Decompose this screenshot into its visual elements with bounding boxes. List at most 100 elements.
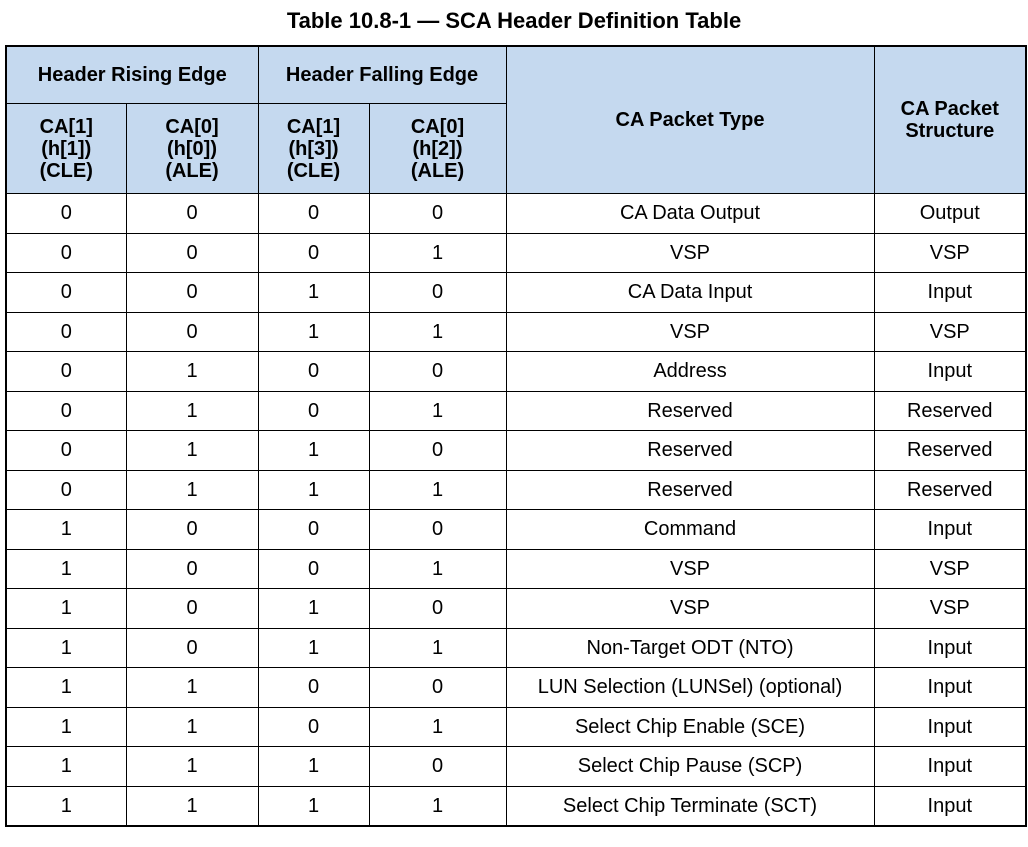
- cell-falling-ca1: 1: [257, 746, 370, 787]
- table-body: 0 0 0 0 CA Data Output Output 0 0 0 1 VSP VSP 0 0 1 0 CA…: [5, 193, 1027, 827]
- table-row: 1 0 1 0 VSP VSP: [5, 588, 1027, 629]
- cell-falling-ca1: 0: [257, 351, 370, 392]
- cell-rising-ca0: 1: [125, 746, 259, 787]
- cell-falling-ca1: 1: [257, 627, 370, 668]
- cell-packet-structure: VSP: [873, 588, 1027, 629]
- cell-rising-ca0: 0: [125, 548, 259, 589]
- table-row: 1 1 1 0 Select Chip Pause (SCP) Input: [5, 746, 1027, 787]
- cell-falling-ca0: 1: [368, 548, 507, 589]
- cell-packet-type: Reserved: [505, 390, 875, 431]
- cell-falling-ca0: 0: [368, 351, 507, 392]
- cell-packet-type: Select Chip Enable (SCE): [505, 706, 875, 747]
- cell-falling-ca1: 0: [257, 706, 370, 747]
- header-row-top: Header Rising Edge Header Falling Edge C…: [5, 45, 1027, 194]
- table-row: 0 0 1 0 CA Data Input Input: [5, 272, 1027, 313]
- cell-falling-ca0: 0: [368, 193, 507, 234]
- cell-packet-structure: Input: [873, 627, 1027, 668]
- cell-packet-type: Address: [505, 351, 875, 392]
- cell-falling-ca0: 1: [368, 311, 507, 352]
- cell-packet-type: Command: [505, 509, 875, 550]
- cell-falling-ca1: 1: [257, 588, 370, 629]
- sub-column-line: CA[0]: [410, 115, 465, 138]
- cell-falling-ca1: 0: [257, 390, 370, 431]
- cell-rising-ca1: 1: [5, 706, 127, 747]
- cell-rising-ca1: 1: [5, 548, 127, 589]
- cell-rising-ca0: 0: [125, 588, 259, 629]
- header-packet-structure-line2: Structure: [905, 120, 995, 142]
- cell-falling-ca0: 0: [368, 272, 507, 313]
- cell-rising-ca0: 1: [125, 430, 259, 471]
- table-row: 1 0 1 1 Non-Target ODT (NTO) Input: [5, 627, 1027, 668]
- cell-rising-ca1: 0: [5, 272, 127, 313]
- cell-falling-ca1: 1: [257, 430, 370, 471]
- cell-rising-ca0: 0: [125, 311, 259, 352]
- cell-packet-structure: VSP: [873, 548, 1027, 589]
- sub-column-line: (CLE): [286, 159, 341, 182]
- cell-falling-ca0: 1: [368, 469, 507, 510]
- cell-packet-structure: Input: [873, 785, 1027, 827]
- cell-rising-ca1: 0: [5, 469, 127, 510]
- cell-rising-ca0: 1: [125, 667, 259, 708]
- header-sub-column: CA[0] (h[2]) (ALE): [368, 103, 507, 194]
- cell-packet-structure: Input: [873, 351, 1027, 392]
- cell-packet-structure: Input: [873, 746, 1027, 787]
- cell-falling-ca0: 1: [368, 232, 507, 273]
- cell-rising-ca0: 0: [125, 627, 259, 668]
- cell-packet-structure: Input: [873, 667, 1027, 708]
- cell-rising-ca1: 1: [5, 588, 127, 629]
- cell-rising-ca1: 1: [5, 667, 127, 708]
- cell-packet-structure: Output: [873, 193, 1027, 234]
- cell-falling-ca0: 0: [368, 746, 507, 787]
- cell-rising-ca1: 0: [5, 430, 127, 471]
- cell-falling-ca1: 0: [257, 548, 370, 589]
- sub-column-line: (CLE): [39, 159, 93, 182]
- cell-packet-structure: Input: [873, 509, 1027, 550]
- cell-rising-ca0: 1: [125, 706, 259, 747]
- table-row: 1 1 1 1 Select Chip Terminate (SCT) Input: [5, 785, 1027, 827]
- header-rising-edge: Header Rising Edge: [5, 45, 259, 104]
- cell-falling-ca1: 0: [257, 232, 370, 273]
- cell-falling-ca0: 1: [368, 785, 507, 827]
- sub-column-line: (ALE): [165, 159, 219, 182]
- table-caption: Table 10.8-1 — SCA Header Definition Tab…: [286, 8, 742, 33]
- cell-packet-type: LUN Selection (LUNSel) (optional): [505, 667, 875, 708]
- sub-column-line: (h[1]): [41, 137, 92, 160]
- table-row: 0 1 0 0 Address Input: [5, 351, 1027, 392]
- header-row-sub: CA[1] (h[1]) (CLE) CA[0] (h[0]) (ALE) CA…: [5, 103, 1026, 194]
- cell-packet-structure: Reserved: [873, 430, 1027, 471]
- cell-rising-ca0: 1: [125, 469, 259, 510]
- sub-column-line: (h[0]): [167, 137, 217, 160]
- cell-packet-structure: Reserved: [873, 469, 1027, 510]
- cell-rising-ca1: 0: [5, 311, 127, 352]
- cell-falling-ca0: 0: [368, 588, 507, 629]
- cell-rising-ca0: 0: [125, 193, 259, 234]
- cell-packet-type: CA Data Input: [505, 272, 875, 313]
- cell-rising-ca1: 0: [5, 232, 127, 273]
- table-row: 0 1 0 1 Reserved Reserved: [5, 390, 1027, 431]
- sub-column-line: (ALE): [410, 159, 465, 182]
- sub-column-line: CA[1]: [286, 115, 341, 138]
- cell-rising-ca0: 0: [125, 232, 259, 273]
- cell-rising-ca0: 0: [125, 272, 259, 313]
- sub-column-line: (h[2]): [412, 137, 463, 160]
- header-packet-type: CA Packet Type: [505, 45, 875, 194]
- cell-packet-structure: Input: [873, 272, 1027, 313]
- header-sub-column: CA[1] (h[3]) (CLE): [257, 103, 370, 194]
- table-row: 0 0 0 1 VSP VSP: [5, 232, 1027, 273]
- cell-rising-ca1: 1: [5, 627, 127, 668]
- cell-falling-ca1: 1: [257, 311, 370, 352]
- cell-rising-ca1: 0: [5, 351, 127, 392]
- sub-column-line: CA[0]: [165, 115, 219, 138]
- table-row: 1 0 0 0 Command Input: [5, 509, 1027, 550]
- table-row: 1 0 0 1 VSP VSP: [5, 548, 1027, 589]
- header-sub-column: CA[1] (h[1]) (CLE): [5, 103, 127, 194]
- header-falling-edge: Header Falling Edge: [257, 45, 507, 104]
- sub-column-line: CA[1]: [39, 115, 93, 138]
- cell-rising-ca1: 0: [5, 390, 127, 431]
- cell-packet-type: Reserved: [505, 469, 875, 510]
- header-sub-column: CA[0] (h[0]) (ALE): [125, 103, 259, 194]
- cell-falling-ca0: 1: [368, 390, 507, 431]
- cell-packet-structure: VSP: [873, 311, 1027, 352]
- cell-packet-type: Select Chip Pause (SCP): [505, 746, 875, 787]
- cell-falling-ca1: 1: [257, 785, 370, 827]
